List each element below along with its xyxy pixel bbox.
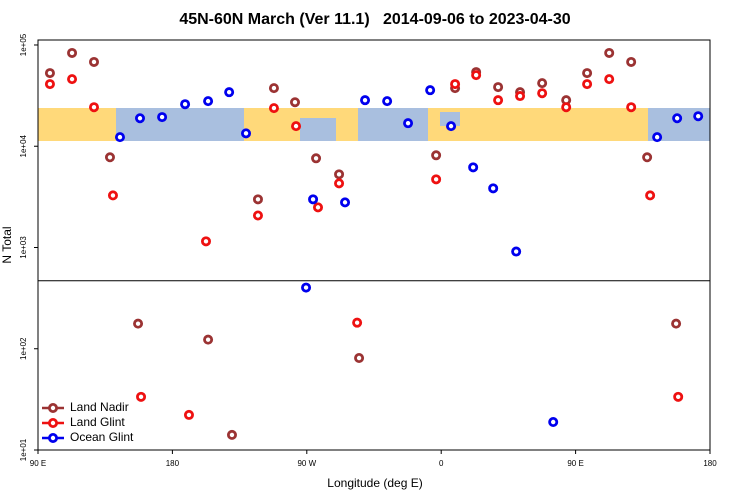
- data-point: [183, 409, 194, 420]
- data-point: [382, 96, 393, 107]
- plot-frame: [37, 39, 711, 451]
- data-point: [652, 132, 663, 143]
- data-point: [67, 47, 78, 58]
- data-point: [312, 202, 323, 213]
- data-point: [515, 91, 526, 102]
- data-point: [431, 174, 442, 185]
- data-point: [134, 113, 145, 124]
- data-point: [133, 318, 144, 329]
- data-point: [671, 318, 682, 329]
- data-point: [311, 153, 322, 164]
- x-tick-label: 0: [439, 459, 444, 468]
- x-tick-label: 90 E: [567, 459, 583, 468]
- y-tick-label: 1e+01: [19, 438, 28, 461]
- data-point: [89, 56, 100, 67]
- data-point: [334, 178, 345, 189]
- data-point: [224, 87, 235, 98]
- data-point: [200, 236, 211, 247]
- data-point: [604, 74, 615, 85]
- data-point: [446, 121, 457, 132]
- data-point: [252, 194, 263, 205]
- data-point: [468, 162, 479, 173]
- data-point: [104, 152, 115, 163]
- data-point: [471, 70, 482, 81]
- data-point: [511, 246, 522, 257]
- ocean: [116, 108, 244, 141]
- y-tick-label: 1e+03: [19, 236, 28, 259]
- data-point: [334, 169, 345, 180]
- data-point: [268, 103, 279, 114]
- legend-label: Ocean Glint: [70, 430, 134, 444]
- data-point: [340, 197, 351, 208]
- data-point: [431, 150, 442, 161]
- y-tick-label: 1e+05: [19, 33, 28, 56]
- data-point: [291, 121, 302, 132]
- data-point: [693, 111, 704, 122]
- data-point: [360, 95, 371, 106]
- x-tick-label: 90 W: [297, 459, 316, 468]
- data-point: [157, 112, 168, 123]
- data-point: [352, 317, 363, 328]
- ocean: [440, 112, 460, 126]
- y-axis-label: N Total: [0, 226, 14, 263]
- ocean: [300, 118, 336, 141]
- data-point: [301, 282, 312, 293]
- data-point: [403, 118, 414, 129]
- x-tick-label: 90 E: [30, 459, 46, 468]
- data-point: [226, 429, 237, 440]
- data-point: [626, 56, 637, 67]
- data-point: [114, 132, 125, 143]
- data-point: [537, 88, 548, 99]
- y-tick-label: 1e+02: [19, 337, 28, 360]
- data-point: [626, 102, 637, 113]
- data-point: [645, 190, 656, 201]
- data-point: [136, 391, 147, 402]
- data-point: [89, 102, 100, 113]
- data-point: [354, 353, 365, 364]
- map-band: [38, 108, 710, 141]
- data-point: [268, 83, 279, 94]
- data-point: [241, 128, 252, 139]
- data-point: [537, 78, 548, 89]
- data-point: [604, 47, 615, 58]
- y-tick-label: 1e+04: [19, 134, 28, 157]
- legend-label: Land Glint: [70, 415, 125, 429]
- x-tick-label: 180: [703, 459, 717, 468]
- data-point: [488, 183, 499, 194]
- data-point: [642, 152, 653, 163]
- chart-title: 45N-60N March (Ver 11.1) 2014-09-06 to 2…: [179, 11, 570, 28]
- ocean: [358, 108, 428, 141]
- legend-marker: [48, 402, 59, 413]
- legend-marker: [48, 432, 59, 443]
- data-point: [425, 85, 436, 96]
- data-point: [493, 95, 504, 106]
- data-point: [673, 391, 684, 402]
- data-point: [672, 113, 683, 124]
- data-point: [582, 79, 593, 90]
- legend-label: Land Nadir: [70, 400, 129, 414]
- data-point: [203, 96, 214, 107]
- data-point: [450, 79, 461, 90]
- x-axis-label: Longitude (deg E): [327, 476, 422, 490]
- data-point: [44, 79, 55, 90]
- data-point: [252, 210, 263, 221]
- x-tick-label: 180: [166, 459, 180, 468]
- data-point: [107, 190, 118, 201]
- data-point: [561, 102, 572, 113]
- data-point: [180, 99, 191, 110]
- data-point: [44, 68, 55, 79]
- data-point: [203, 334, 214, 345]
- data-point: [582, 68, 593, 79]
- data-point: [493, 82, 504, 93]
- data-point: [67, 74, 78, 85]
- data-point: [290, 97, 301, 108]
- data-point: [308, 194, 319, 205]
- data-point: [548, 417, 559, 428]
- legend-marker: [48, 417, 59, 428]
